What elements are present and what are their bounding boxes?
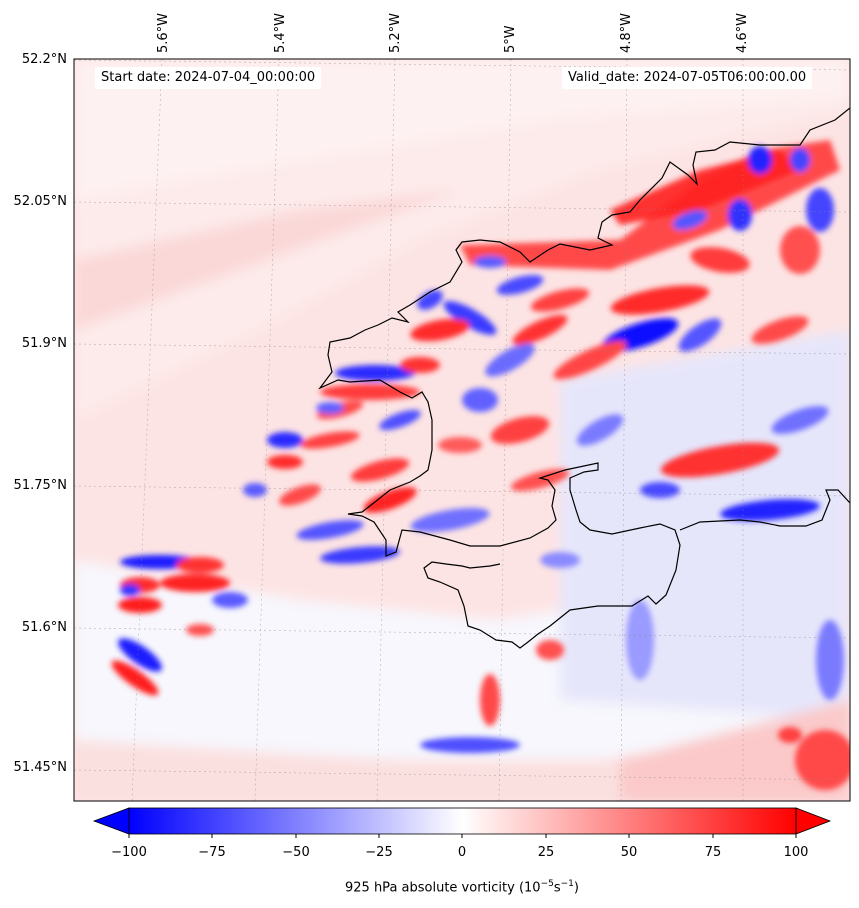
colorbar-tick-label: 100	[783, 845, 809, 860]
colorbar-label: 925 hPa absolute vorticity (10−5s−1)	[345, 879, 579, 896]
lon-tick-label: 5.6°W	[156, 12, 171, 53]
colorbar-tick-label: −25	[365, 845, 393, 860]
colorbar-tick-label: −75	[198, 845, 226, 860]
start-date-annotation: Start date: 2024-07-04_00:00:00	[95, 67, 322, 89]
valid-date-annotation: Valid_date: 2024-07-05T06:00:00.00	[562, 67, 813, 89]
lon-tick-label: 5.4°W	[273, 12, 288, 53]
map-frame	[73, 58, 851, 802]
colorbar-ticks	[128, 834, 797, 838]
colorbar-tick-label: −100	[111, 845, 147, 860]
colorbar	[92, 807, 832, 838]
colorbar-tick-label: 0	[457, 845, 467, 860]
lat-tick-label: 51.9°N	[21, 336, 67, 351]
colorbar-extend-high	[795, 807, 832, 835]
coastline	[318, 107, 850, 649]
lat-tick-label: 51.45°N	[13, 760, 67, 775]
colorbar-tick-label: −50	[282, 845, 310, 860]
lat-tick-label: 51.75°N	[13, 478, 67, 493]
lat-tick-label: 51.6°N	[21, 620, 67, 635]
colorbar-tick-label: 75	[704, 845, 722, 860]
lon-tick-label: 4.8°W	[619, 12, 634, 53]
lon-tick-label: 5°W	[503, 25, 518, 53]
map-panel	[74, 59, 850, 801]
lat-tick-label: 52.2°N	[21, 52, 67, 67]
lon-tick-label: 4.6°W	[735, 12, 750, 53]
colorbar-extend-low	[92, 807, 130, 835]
lat-tick-label: 52.05°N	[13, 194, 67, 209]
colorbar-tick-label: 25	[537, 845, 555, 860]
vorticity-field-features	[111, 140, 850, 790]
colorbar-tick-label: 50	[620, 845, 638, 860]
colorbar-gradient	[129, 808, 796, 834]
lon-tick-label: 5.2°W	[388, 12, 403, 53]
